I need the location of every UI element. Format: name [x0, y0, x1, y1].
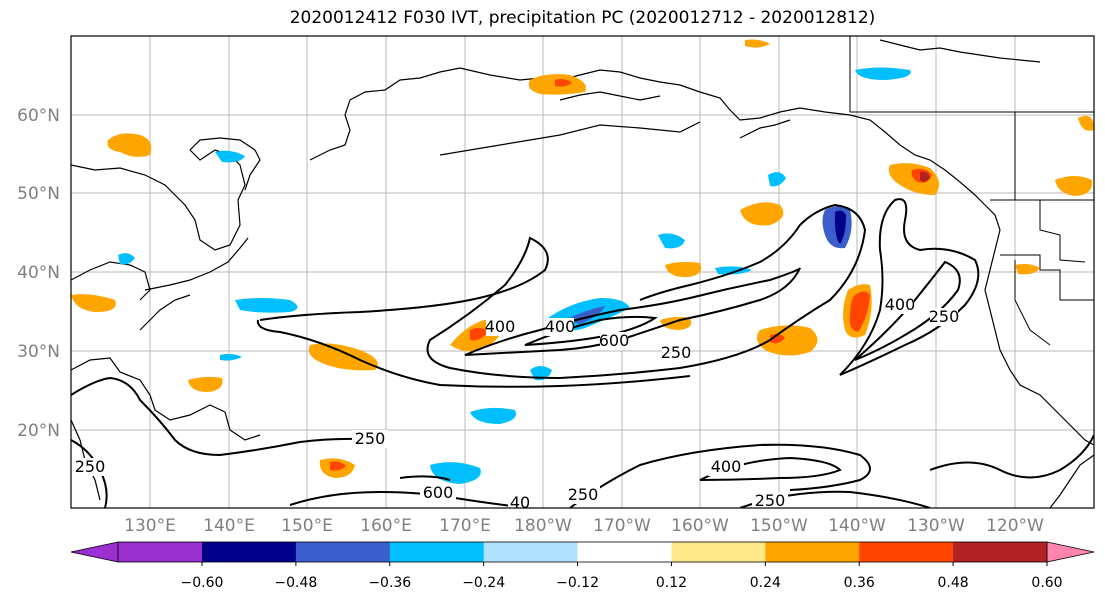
contour-label: 250 — [929, 307, 960, 326]
colorbar-segment — [671, 542, 766, 562]
colorbar-segment — [202, 542, 297, 562]
contour-label: 40 — [510, 493, 530, 512]
lon-tick-label: 130°E — [124, 516, 176, 536]
contour-label: 250 — [661, 343, 692, 362]
map-border — [70, 35, 1095, 509]
lat-tick-label: 20°N — [17, 421, 60, 441]
colorbar-extend-high — [1046, 541, 1095, 563]
coastlines — [71, 39, 1094, 508]
colorbar-tick-label: 0.12 — [656, 575, 687, 591]
lon-tick-label: 160°E — [360, 516, 412, 536]
colorbar-tick-label: 0.48 — [938, 575, 969, 591]
lon-tick-label: 160°W — [671, 516, 729, 536]
lon-tick-label: 170°E — [439, 516, 491, 536]
colorbar-tick-label: 0.60 — [1031, 575, 1062, 591]
political-borders — [849, 36, 1094, 346]
lon-tick-label: 180°W — [514, 516, 572, 536]
colorbar-tick-label: −0.60 — [181, 575, 224, 591]
colorbar-segment — [295, 542, 391, 562]
contour-label: 400 — [885, 295, 916, 314]
colorbar-segment — [389, 542, 485, 562]
contour-labels: 400 400 600 250 250 400 250 250 600 40 2… — [75, 295, 960, 512]
colorbar-segment — [483, 542, 579, 562]
contour-label: 400 — [485, 317, 516, 336]
colorbar-tick-label: 0.36 — [844, 575, 875, 591]
lon-tick-label: 140°W — [828, 516, 886, 536]
colorbar-segment — [577, 542, 672, 562]
gridlines — [71, 36, 1094, 508]
colorbar-segment — [118, 542, 203, 562]
colorbar-segment — [859, 542, 954, 562]
colorbar-tick-label: −0.36 — [368, 575, 411, 591]
contour-label: 250 — [568, 485, 599, 504]
colorbar-extend-low — [70, 541, 119, 563]
colorbar-segment — [765, 542, 860, 562]
precip-shading — [71, 39, 1094, 484]
contour-label: 250 — [355, 429, 386, 448]
colorbar-tick-label: −0.12 — [556, 575, 599, 591]
ivt-contours — [71, 198, 1094, 508]
colorbar-frame — [117, 541, 1048, 563]
colorbar: −0.60 −0.48 −0.36 −0.24 −0.12 0.12 0.24 0.36 0.4… — [70, 541, 1095, 591]
lat-tick-label: 30°N — [17, 342, 60, 362]
colorbar-tick-label: −0.48 — [274, 575, 317, 591]
lon-tick-label: 140°E — [203, 516, 255, 536]
lat-tick-label: 50°N — [17, 184, 60, 204]
lat-axis: 60°N 50°N 40°N 30°N 20°N — [17, 106, 60, 441]
map-area: 400 400 600 250 250 400 250 250 600 40 2… — [71, 36, 1094, 512]
lon-tick-label: 130°W — [907, 516, 965, 536]
contour-label: 400 — [545, 317, 576, 336]
colorbar-tick-label: −0.24 — [462, 575, 505, 591]
contour-label: 600 — [423, 483, 454, 502]
lon-axis: 130°E 140°E 150°E 160°E 170°E 180°W 170°… — [124, 516, 1044, 536]
contour-label: 400 — [711, 457, 742, 476]
map-title: 2020012412 F030 IVT, precipitation PC (2… — [289, 8, 876, 28]
lon-tick-label: 170°W — [593, 516, 651, 536]
lat-tick-label: 40°N — [17, 263, 60, 283]
contour-label: 600 — [599, 331, 630, 350]
lon-tick-label: 120°W — [986, 516, 1044, 536]
contour-label: 250 — [75, 457, 106, 476]
contour-label: 250 — [755, 491, 786, 510]
lon-tick-label: 150°E — [281, 516, 333, 536]
colorbar-segment — [953, 542, 1048, 562]
lat-tick-label: 60°N — [17, 106, 60, 126]
lon-tick-label: 150°W — [750, 516, 808, 536]
colorbar-tick-label: 0.24 — [750, 575, 781, 591]
